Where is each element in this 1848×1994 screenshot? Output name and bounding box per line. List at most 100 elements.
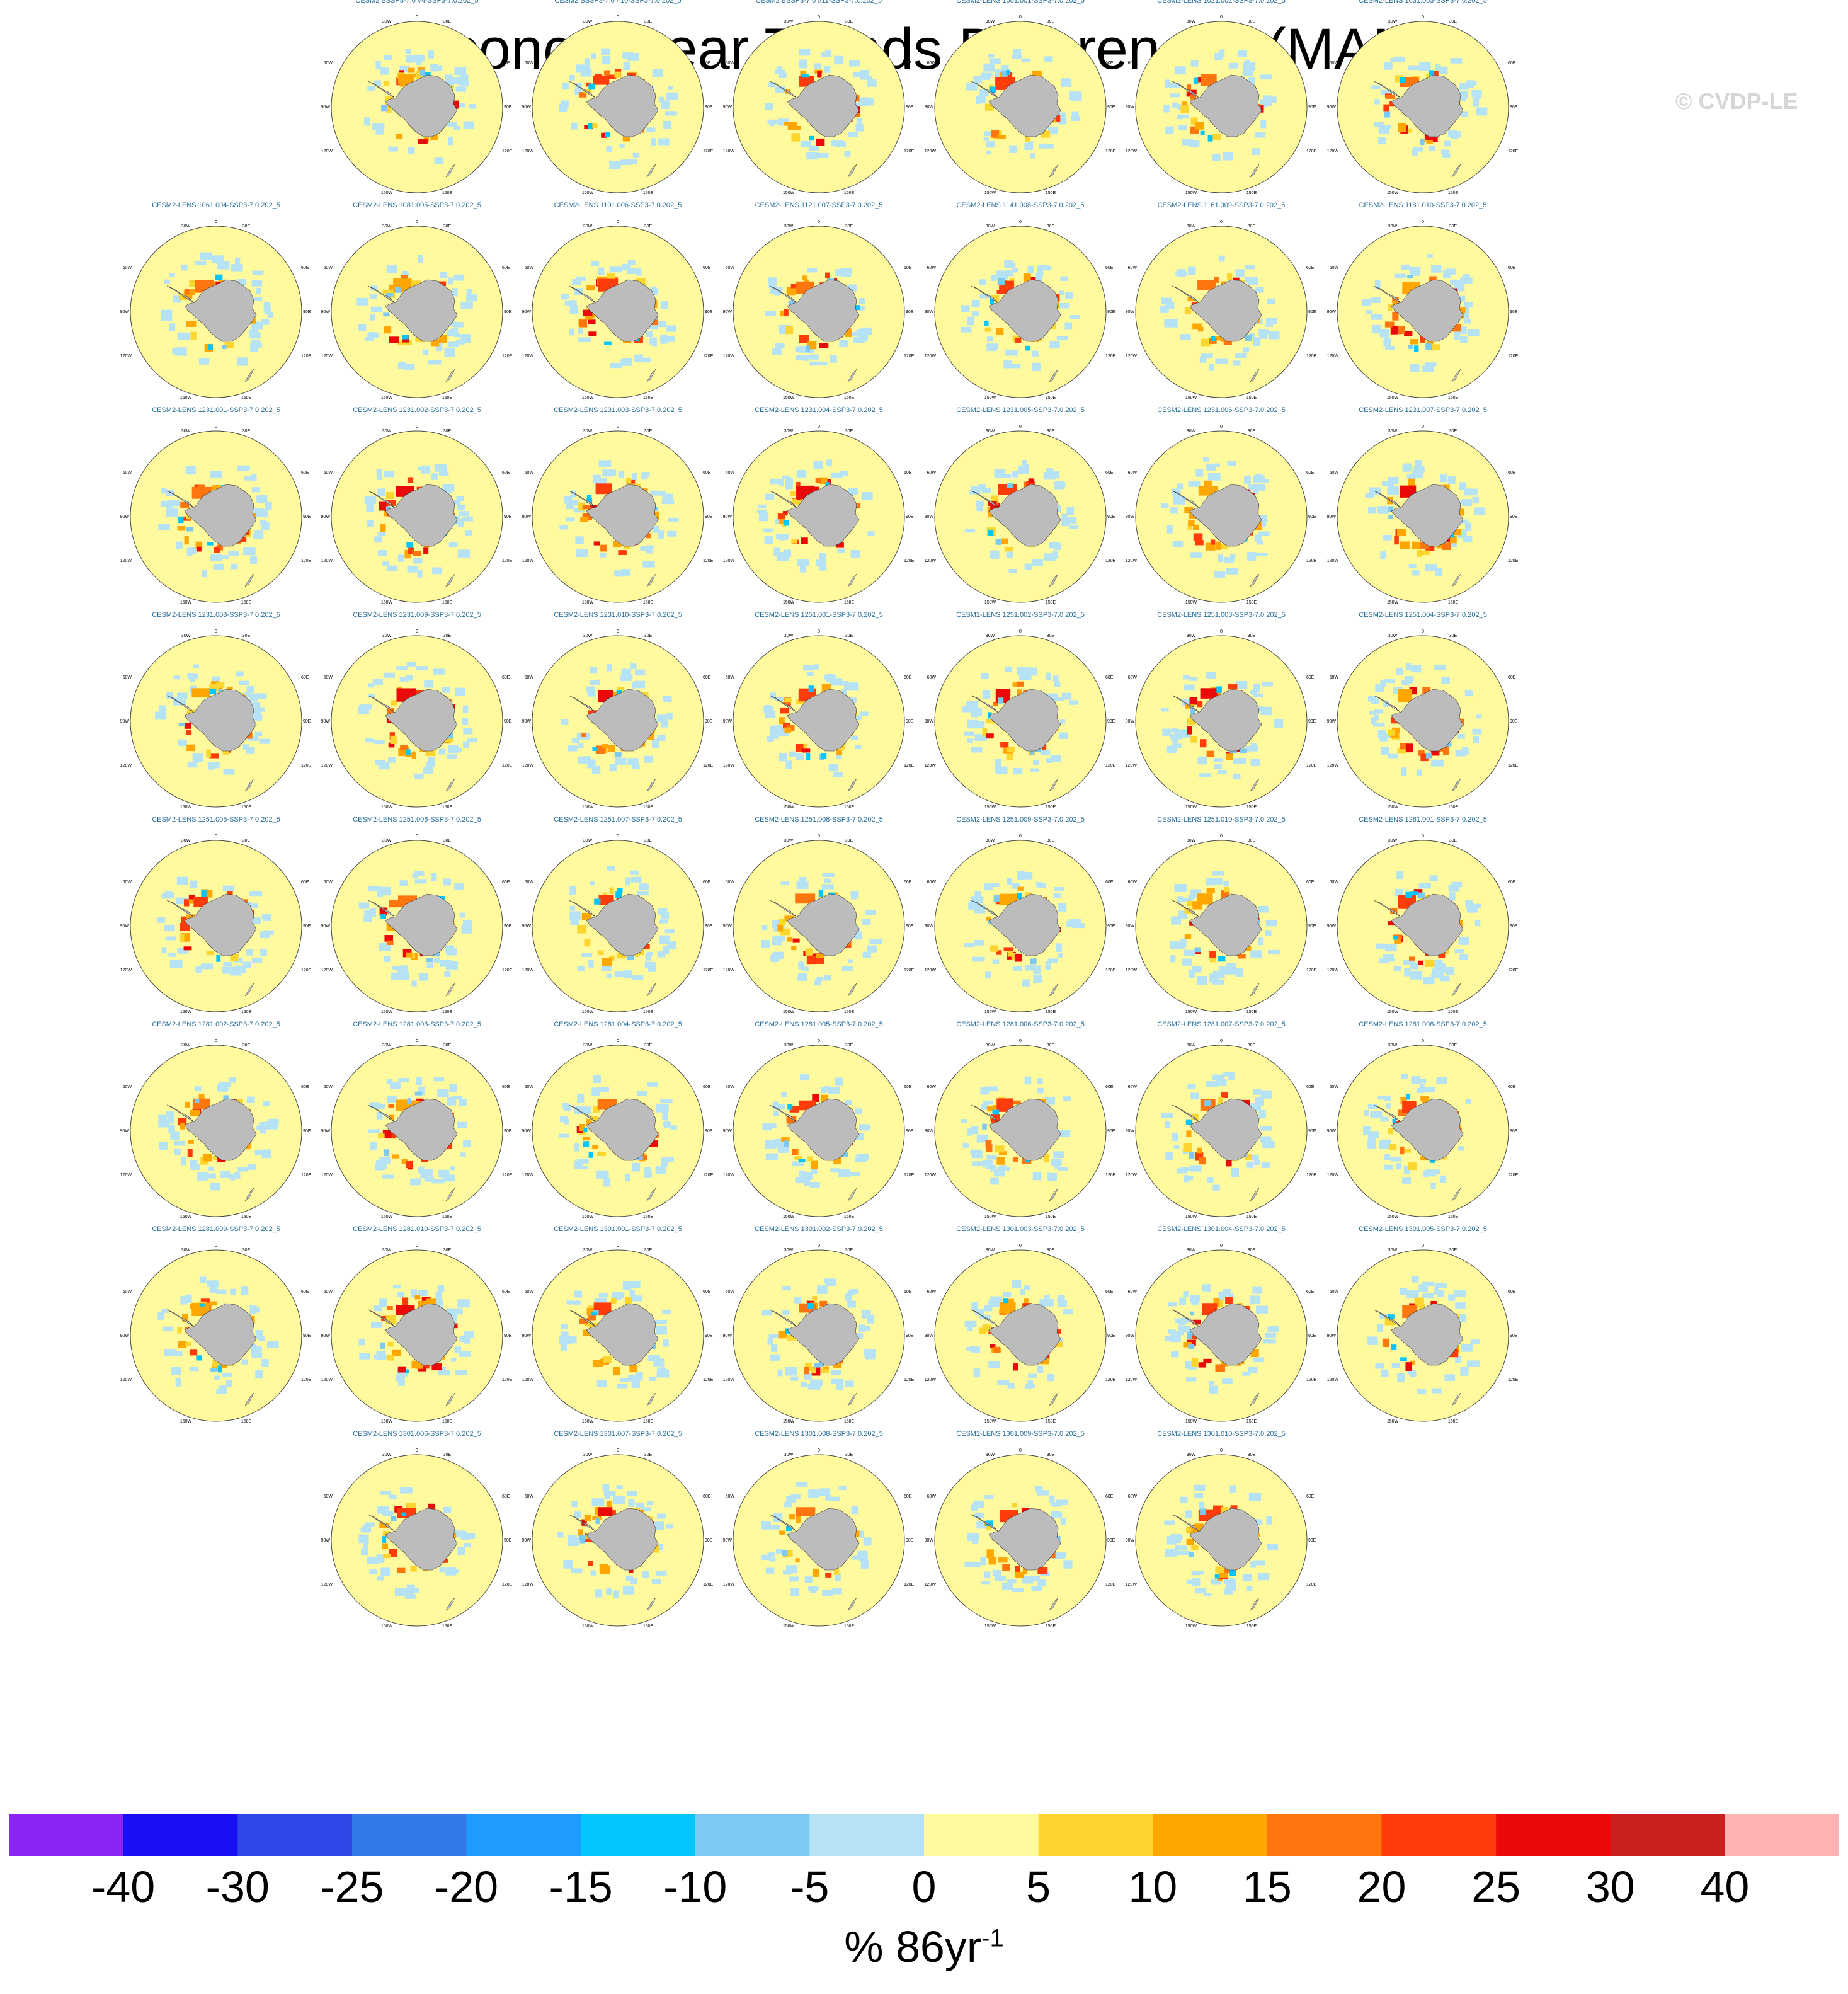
longitude-label: 120E bbox=[1105, 968, 1116, 973]
longitude-label: 90E bbox=[1510, 310, 1518, 314]
antarctica-land bbox=[787, 279, 860, 342]
trend-cell bbox=[572, 738, 579, 744]
trend-cell bbox=[983, 1571, 991, 1579]
trend-cell bbox=[230, 1174, 236, 1181]
longitude-label: 0 bbox=[818, 1039, 820, 1043]
trend-cell bbox=[634, 680, 646, 689]
trend-cell bbox=[1367, 1104, 1377, 1109]
trend-cell bbox=[382, 1543, 389, 1550]
map-panel: CESM2-LENS 1281.002-SSP3-7.0.202_5 0 30W 30… bbox=[115, 1021, 317, 1219]
trend-cell bbox=[800, 1382, 807, 1387]
antarctica-land bbox=[184, 893, 257, 956]
longitude-label: 30W bbox=[181, 429, 191, 433]
longitude-label: 120E bbox=[1508, 1173, 1519, 1177]
trend-cell bbox=[982, 1123, 987, 1130]
trend-cell bbox=[1030, 958, 1037, 965]
trend-cell bbox=[581, 1519, 587, 1526]
trend-cell bbox=[395, 287, 401, 293]
trend-cell bbox=[980, 1089, 990, 1094]
longitude-label: 60W bbox=[123, 675, 132, 680]
trend-cell bbox=[1188, 1344, 1195, 1349]
trend-cell bbox=[619, 1377, 631, 1382]
map-panel: CESM2-LENS 1301.005-SSP3-7.0.202_5 0 30W 30… bbox=[1322, 1225, 1524, 1424]
map-border bbox=[1337, 1045, 1509, 1217]
trend-cell bbox=[214, 546, 220, 554]
peninsula-land bbox=[166, 695, 194, 713]
trend-cell bbox=[1187, 1083, 1196, 1089]
trend-cell bbox=[1260, 479, 1269, 483]
trend-cell bbox=[194, 1086, 202, 1091]
trend-cell bbox=[993, 1346, 1000, 1353]
colorbar-box bbox=[695, 1814, 810, 1856]
trend-cell bbox=[418, 67, 426, 72]
trend-cell bbox=[1034, 1486, 1043, 1492]
antarctica-land bbox=[385, 689, 458, 752]
longitude-label: 90W bbox=[1327, 1129, 1337, 1133]
trend-cell bbox=[1039, 1299, 1051, 1305]
trend-cell bbox=[979, 279, 986, 285]
longitude-label: 90E bbox=[1308, 515, 1316, 519]
trend-cell bbox=[380, 67, 389, 75]
trend-cell bbox=[433, 668, 445, 675]
trend-cell bbox=[1461, 1347, 1471, 1352]
trend-cell bbox=[1211, 336, 1216, 341]
trend-cell bbox=[1248, 77, 1255, 85]
longitude-label: 150W bbox=[783, 1624, 795, 1629]
trend-cell bbox=[576, 64, 583, 73]
longitude-label: 60W bbox=[927, 1085, 937, 1089]
longitude-label: 150E bbox=[844, 1215, 855, 1219]
trend-cell bbox=[598, 1292, 608, 1298]
trend-cell bbox=[613, 1367, 620, 1376]
longitude-label: 150E bbox=[643, 1215, 654, 1219]
trend-cell bbox=[1457, 1314, 1467, 1322]
trend-cell bbox=[217, 1084, 229, 1092]
polar-map: 030W30E60W60E90W90E120W120E150W150E180 bbox=[1126, 1448, 1317, 1629]
new-zealand-land bbox=[847, 573, 857, 587]
longitude-label: 60E bbox=[502, 266, 510, 270]
colorbar-box bbox=[1725, 1814, 1839, 1856]
trend-cell bbox=[1024, 563, 1032, 570]
map-border bbox=[733, 635, 905, 808]
trend-cell bbox=[389, 284, 396, 290]
trend-cell bbox=[246, 949, 253, 956]
trend-cell bbox=[377, 488, 385, 496]
trend-cell bbox=[1432, 135, 1438, 142]
antarctica-land bbox=[586, 1508, 659, 1571]
trend-cell bbox=[864, 910, 876, 915]
south-america-land bbox=[1139, 1060, 1154, 1072]
trend-cell bbox=[1455, 1302, 1466, 1309]
trend-cell bbox=[1195, 469, 1204, 477]
trend-cell bbox=[782, 1570, 792, 1575]
longitude-label: 60E bbox=[301, 1085, 309, 1089]
trend-cell bbox=[213, 1156, 219, 1160]
trend-cell bbox=[178, 1118, 187, 1126]
trend-cell bbox=[760, 940, 770, 948]
longitude-label: 120W bbox=[120, 764, 132, 768]
longitude-label: 60W bbox=[726, 675, 735, 680]
trend-cell bbox=[185, 466, 196, 475]
trend-cell bbox=[251, 321, 263, 330]
longitude-label: 150E bbox=[1448, 1215, 1459, 1219]
trend-cell bbox=[775, 519, 782, 524]
trend-cell bbox=[996, 328, 1004, 335]
trend-cell bbox=[1191, 1358, 1199, 1367]
trend-cell bbox=[609, 887, 614, 895]
trend-cell bbox=[850, 735, 858, 740]
trend-cell bbox=[983, 1100, 993, 1105]
trend-cell bbox=[1007, 1383, 1015, 1389]
trend-cell bbox=[1457, 326, 1467, 335]
trend-cell bbox=[370, 908, 376, 917]
trend-cell bbox=[1196, 701, 1203, 708]
trend-cell bbox=[189, 678, 196, 682]
trend-cell bbox=[1227, 1073, 1235, 1080]
trend-cell bbox=[594, 1298, 607, 1303]
trend-cell bbox=[446, 1567, 455, 1572]
trend-cell bbox=[382, 1511, 392, 1516]
trend-cell bbox=[1172, 1331, 1184, 1336]
trend-cell bbox=[1474, 920, 1481, 927]
trend-cell bbox=[860, 327, 872, 335]
longitude-label: 150E bbox=[844, 1419, 855, 1424]
trend-cell bbox=[1265, 930, 1272, 936]
trend-cell bbox=[1409, 266, 1421, 276]
trend-cell bbox=[235, 257, 241, 265]
